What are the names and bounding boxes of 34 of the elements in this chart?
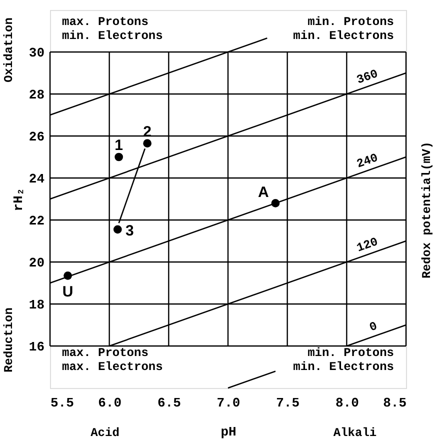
x-tick-label: 7.0 [216, 396, 240, 410]
x-tick-label: 6.5 [157, 396, 182, 410]
y-axis-title: rH₂ [10, 188, 26, 212]
y-tick-label: 28 [28, 88, 45, 102]
text: 360 [354, 66, 380, 88]
text: Acid [90, 426, 120, 440]
annotation: 3 [125, 222, 134, 240]
y-tick-label: 24 [28, 172, 45, 186]
x-tick-label: 6.0 [98, 396, 122, 410]
x-tick-label: 8.0 [335, 396, 360, 410]
y-tick-label: 16 [28, 340, 45, 354]
text: Alkali [333, 426, 377, 440]
y-tick-label: 20 [28, 256, 45, 270]
annotation: A [258, 184, 270, 202]
annotation: max. Protons min. Electrons [62, 15, 163, 43]
text: 120 [354, 234, 380, 256]
x-axis-title: pH [220, 424, 236, 440]
text: Oxidation [2, 18, 16, 82]
annotation: U [62, 284, 74, 301]
annotation: min. Protons min. Electrons [293, 346, 394, 374]
annotation: 1 [114, 137, 123, 154]
y-tick-label: 30 [28, 46, 45, 60]
x-tick-label: 5.5 [50, 396, 74, 410]
annotation: min. Protons min. Electrons [293, 15, 394, 43]
y2-axis-title: Redox potential(mV) [420, 142, 434, 278]
x-tick-label: 8.5 [383, 396, 407, 410]
text: 240 [354, 150, 380, 172]
y-tick-label: 18 [28, 298, 45, 312]
y-tick-label: 26 [28, 130, 45, 144]
text: 0 [368, 319, 380, 335]
x-tick-label: 7.5 [276, 396, 300, 410]
y-tick-label: 22 [28, 214, 45, 228]
annotation: max. Protons max. Electrons [62, 346, 163, 374]
text: Reduction [2, 308, 16, 372]
